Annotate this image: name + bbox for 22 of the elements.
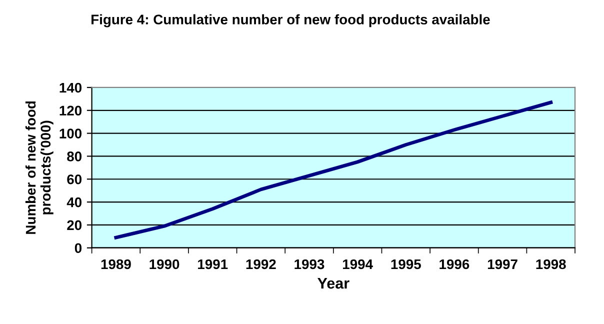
y-tick-label: 60	[67, 174, 82, 184]
x-tick-label: 1995	[391, 259, 421, 270]
y-tick-label: 40	[66, 197, 82, 208]
y-axis-title: Number of new food products('000)	[25, 101, 54, 234]
line-series	[114, 100, 553, 240]
x-tick-label: 1989	[101, 259, 131, 270]
x-tick-label: 1997	[488, 259, 518, 270]
y-tick-label: 120	[60, 106, 82, 116]
y-tick-label: 80	[67, 152, 82, 162]
y-tick-label: 140	[60, 82, 82, 93]
x-tick-label: 1994	[342, 259, 373, 270]
chart-title: Figure 4: Cumulative number of new food products available	[92, 14, 490, 28]
x-tick-label: 1996	[440, 259, 470, 270]
x-tick-label: 1991	[198, 259, 228, 270]
x-tick-label: 1990	[150, 259, 180, 270]
x-tick-label: 1993	[294, 259, 324, 270]
y-tick-label: 20	[67, 220, 82, 230]
y-tick-label: 0	[74, 243, 82, 254]
y-tick-label: 100	[60, 128, 82, 138]
x-tick-label: 1998	[536, 259, 566, 270]
x-axis-title: Year	[318, 278, 350, 289]
x-tick-label: 1992	[246, 259, 276, 270]
